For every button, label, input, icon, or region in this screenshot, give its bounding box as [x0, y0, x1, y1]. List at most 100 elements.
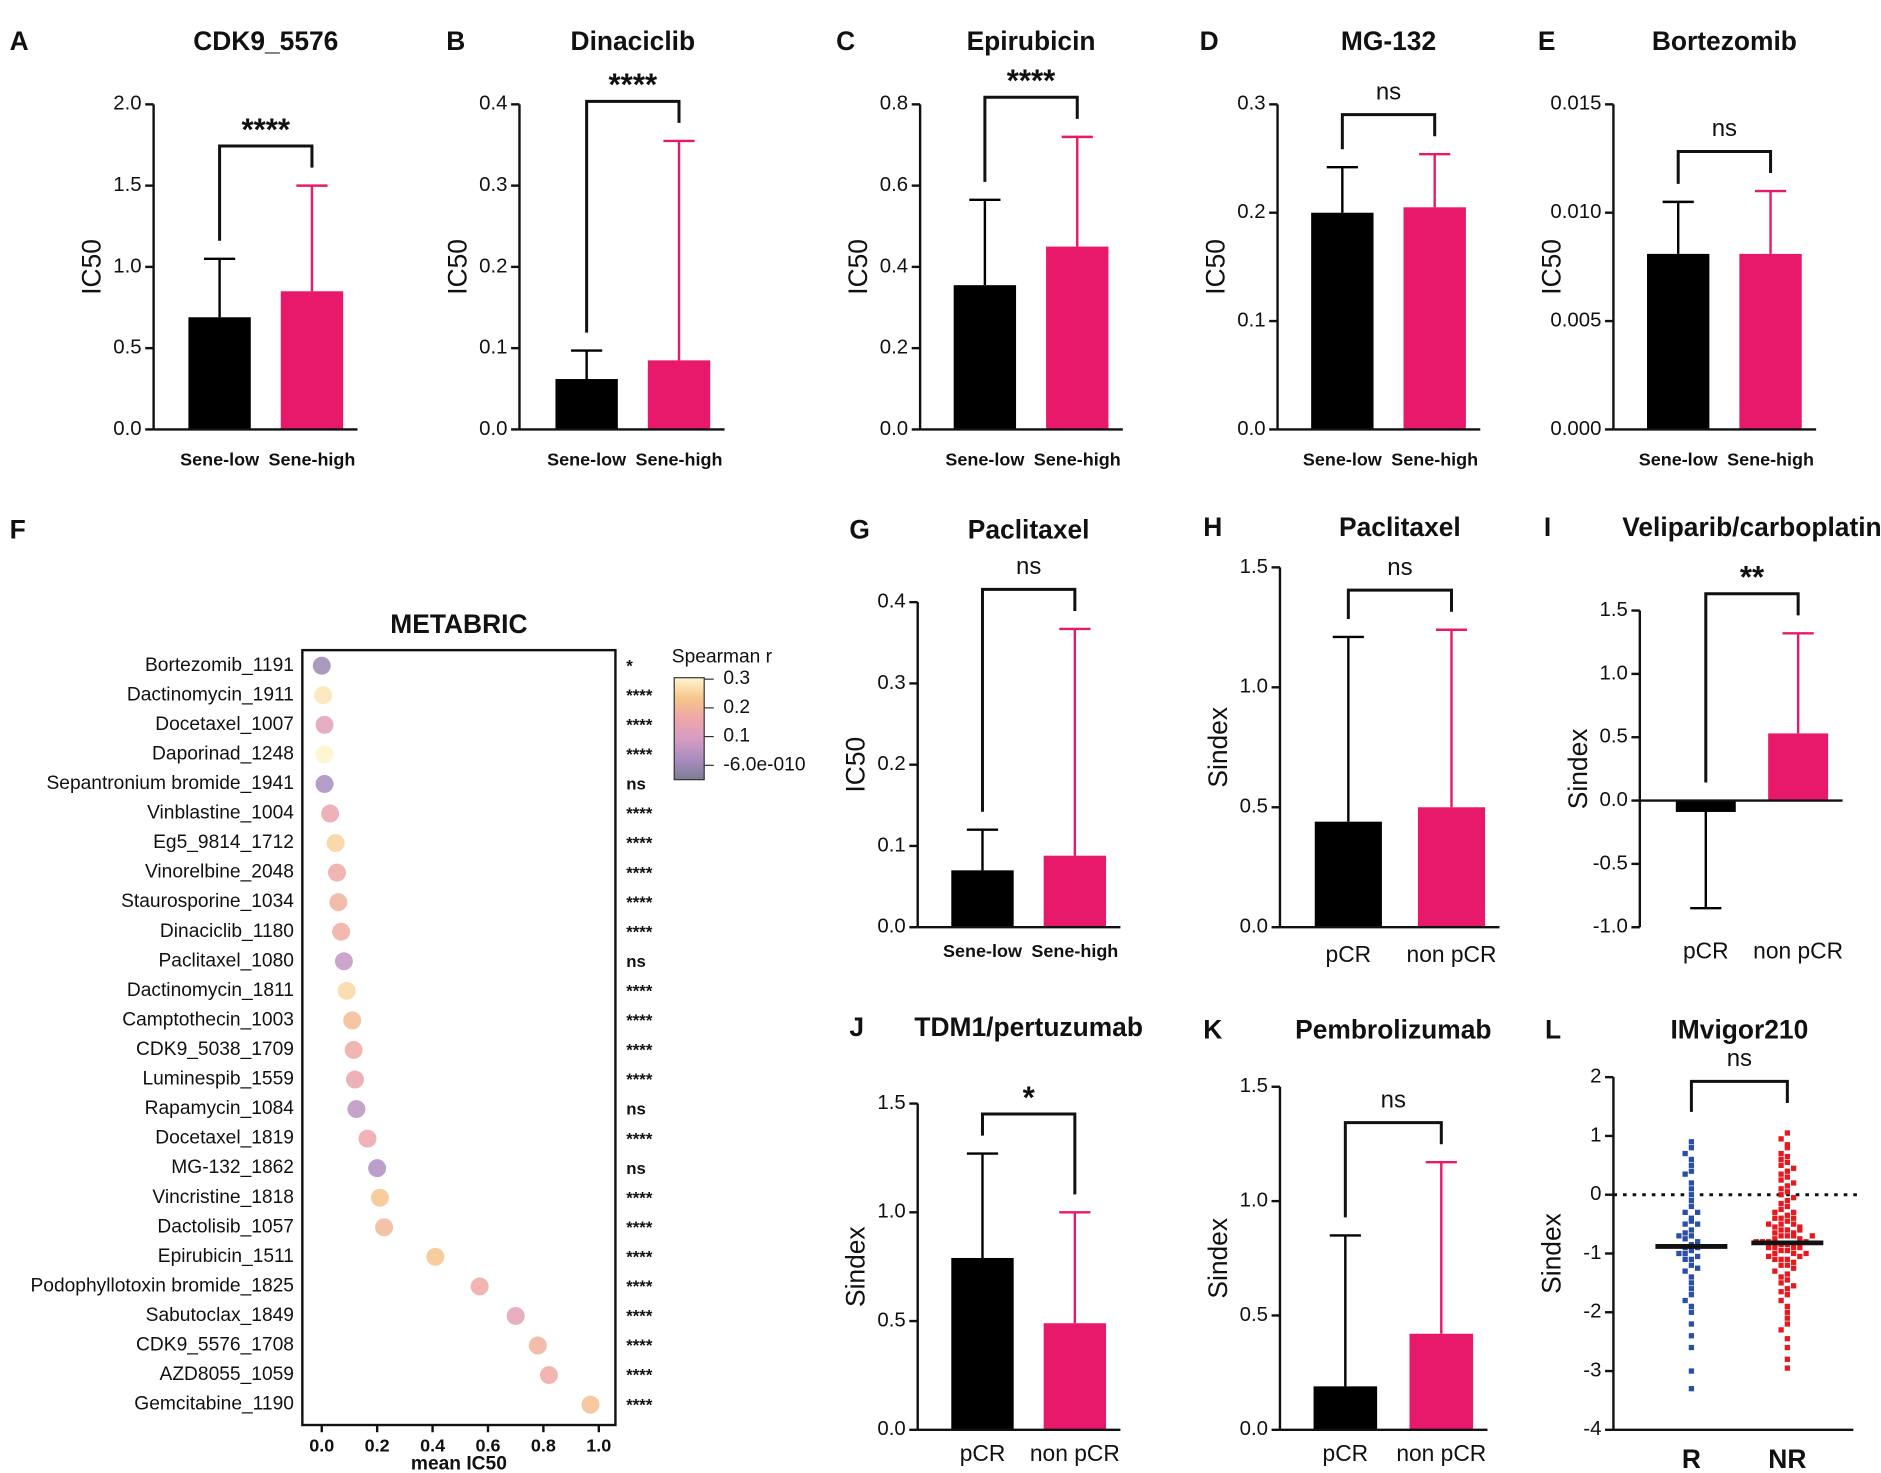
y-tick-label: CDK9_5038_1709: [136, 1039, 294, 1060]
y-tick-label: Docetaxel_1007: [155, 714, 294, 735]
y-tick-label: Dactinomycin_1911: [127, 684, 294, 705]
data-point: [1784, 1365, 1790, 1371]
data-point: [1766, 1253, 1772, 1260]
data-point: [1803, 1250, 1809, 1257]
significance-label: ****: [626, 1041, 653, 1060]
data-point: [1784, 1130, 1790, 1136]
y-axis-label: IC50: [841, 737, 871, 793]
significance-label: ns: [1727, 1045, 1752, 1072]
bar: [1043, 1323, 1107, 1430]
data-point: [1778, 1256, 1784, 1263]
data-point: [1778, 1156, 1784, 1163]
data-point: [1682, 1256, 1688, 1263]
data-point: [1784, 1145, 1790, 1151]
data-point: [1778, 1206, 1784, 1213]
significance-label: ****: [626, 922, 653, 941]
x-axis-label: mean IC50: [411, 1454, 507, 1473]
y-tick-label: -2: [1583, 1301, 1601, 1323]
y-tick-label: Dinaciclib_1180: [160, 921, 294, 942]
dot: [344, 1040, 363, 1059]
x-tick-label: non pCR: [1396, 1440, 1486, 1466]
dot: [343, 1011, 362, 1030]
y-tick-label: 0.6: [880, 174, 908, 196]
data-point: [1784, 1315, 1790, 1321]
y-tick-label: Vinorelbine_2048: [145, 862, 294, 883]
data-point: [1790, 1215, 1797, 1221]
data-point: [1790, 1233, 1797, 1239]
data-point: [1688, 1162, 1695, 1168]
y-axis-label: Sindex: [841, 1226, 871, 1307]
data-point: [1778, 1297, 1784, 1304]
data-point: [1784, 1277, 1790, 1283]
panel-letter: L: [1545, 1015, 1561, 1045]
data-point: [1682, 1150, 1688, 1157]
y-tick-label: 1.5: [113, 174, 141, 196]
dot: [315, 715, 334, 734]
dot: [315, 774, 334, 793]
data-point: [1688, 1227, 1695, 1233]
y-tick-label: 1.5: [877, 1092, 905, 1114]
data-point: [1694, 1253, 1701, 1260]
significance-bracket: [1346, 588, 1453, 619]
data-point: [1694, 1221, 1701, 1227]
data-point: [1688, 1280, 1695, 1286]
bar: [953, 285, 1017, 430]
x-tick-label: 0.4: [420, 1435, 445, 1455]
significance-label: ns: [1376, 78, 1401, 105]
data-point: [1682, 1230, 1688, 1236]
data-point: [1688, 1333, 1695, 1339]
data-point: [1688, 1368, 1695, 1374]
y-tick-label: 1.0: [1599, 662, 1627, 684]
significance-label: ****: [626, 1070, 653, 1089]
y-tick-label: 0.0: [1237, 418, 1265, 440]
data-point: [1790, 1221, 1797, 1227]
y-tick-label: Dactolisib_1057: [157, 1216, 294, 1237]
dot: [358, 1129, 377, 1148]
x-tick-label: Sene-high: [1031, 941, 1118, 961]
data-point: [1778, 1186, 1784, 1192]
colorbar: [673, 677, 705, 781]
y-tick-label: 1.5: [1240, 1075, 1268, 1097]
colorbar-tick-label: 0.3: [723, 668, 750, 689]
data-point: [1784, 1336, 1790, 1342]
dot: [346, 1070, 364, 1089]
chart-title: Pembrolizumab: [1295, 1015, 1491, 1045]
data-point: [1688, 1274, 1695, 1280]
y-tick-label: Sepantronium bromide_1941: [46, 773, 293, 794]
dot: [337, 981, 356, 1000]
significance-label: ****: [626, 834, 653, 853]
significance-label: ****: [626, 1188, 653, 1207]
y-tick-label: Bortezomib_1191: [145, 655, 294, 676]
data-point: [1784, 1212, 1790, 1218]
data-point: [1778, 1262, 1784, 1268]
panel-letter: H: [1203, 512, 1222, 542]
data-point: [1797, 1224, 1803, 1230]
data-point: [1784, 1286, 1790, 1292]
data-point: [1694, 1209, 1701, 1215]
chart-title: Bortezomib: [1652, 26, 1797, 56]
data-point: [1797, 1244, 1803, 1251]
data-point: [1784, 1159, 1790, 1166]
x-tick-label: Sene-high: [1034, 449, 1121, 469]
data-point: [1784, 1356, 1790, 1362]
data-point: [1688, 1215, 1695, 1221]
significance-label: ****: [626, 1218, 653, 1237]
data-point: [1784, 1233, 1790, 1239]
chart-title: IMvigor210: [1670, 1015, 1808, 1045]
x-tick-label: 1.0: [586, 1435, 611, 1455]
x-tick-label: Sene-high: [268, 449, 355, 469]
data-point: [1694, 1265, 1701, 1271]
data-point: [1778, 1177, 1784, 1183]
significance-label: ****: [626, 1277, 653, 1296]
data-point: [1790, 1250, 1797, 1257]
chart-title: Paclitaxel: [968, 514, 1090, 544]
data-point: [1772, 1230, 1778, 1236]
data-point: [1688, 1303, 1695, 1310]
significance-label: ****: [626, 893, 653, 912]
data-point: [1790, 1165, 1797, 1171]
y-axis-label: Sindex: [1203, 1218, 1233, 1299]
panel-letter: F: [10, 514, 26, 544]
panel-letter: K: [1203, 1015, 1222, 1045]
x-tick-label: R: [1682, 1444, 1701, 1473]
significance-label: ns: [626, 952, 646, 971]
